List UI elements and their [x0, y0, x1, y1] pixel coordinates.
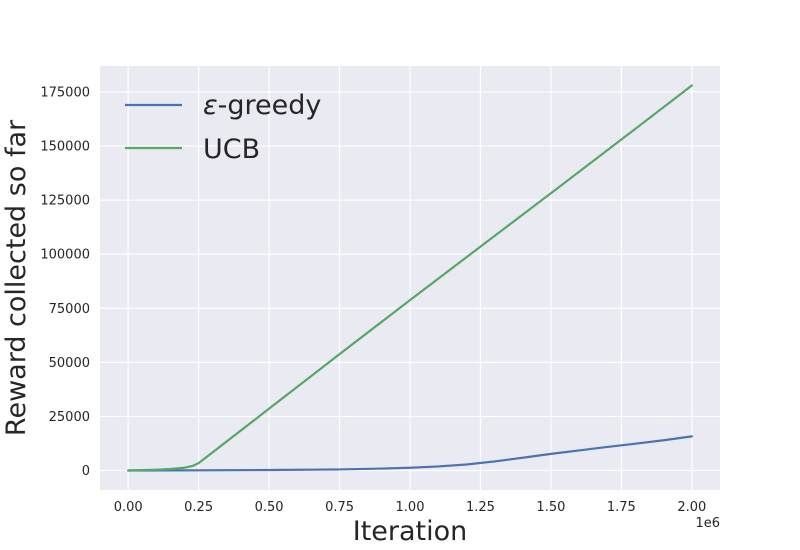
y-axis-title: Reward collected so far	[1, 119, 32, 436]
series-line-egreedy	[127, 435, 693, 472]
x-tick-label: 0.00	[114, 500, 143, 515]
series-line-ucb	[127, 84, 693, 472]
legend-label-egreedy-symbol: ε	[203, 90, 218, 121]
y-tick-label: 0	[82, 464, 90, 479]
x-tick-label: 1.25	[466, 500, 495, 515]
tick-labels: 0.00 0.25 0.50 0.75 1.00 1.25 1.50 1.75 2.00 0 250…	[40, 85, 706, 515]
y-tick-label: 50000	[49, 356, 90, 371]
y-tick-label: 125000	[40, 194, 90, 209]
y-tick-label: 175000	[40, 85, 90, 100]
x-tick-label: 2.00	[677, 500, 706, 515]
x-tick-label: 1.50	[536, 500, 565, 515]
x-axis-offset-label: 1e6	[695, 516, 720, 531]
x-tick-label: 0.75	[325, 500, 354, 515]
y-tick-label: 75000	[49, 302, 90, 317]
series-lines	[127, 84, 693, 472]
x-tick-label: 1.75	[607, 500, 636, 515]
y-tick-label: 25000	[49, 410, 90, 425]
x-tick-label: 0.50	[255, 500, 284, 515]
legend-label-egreedy: ε-greedy	[203, 90, 321, 121]
x-axis-title: Iteration	[353, 516, 468, 547]
y-tick-label: 100000	[40, 248, 90, 263]
y-tick-label: 150000	[40, 140, 90, 155]
x-tick-label: 0.25	[184, 500, 213, 515]
legend-label-ucb: UCB	[203, 134, 260, 165]
legend-label-egreedy-text: -greedy	[218, 90, 322, 121]
legend: ε-greedy UCB	[125, 90, 321, 165]
x-tick-label: 1.00	[396, 500, 425, 515]
grid	[100, 66, 720, 490]
